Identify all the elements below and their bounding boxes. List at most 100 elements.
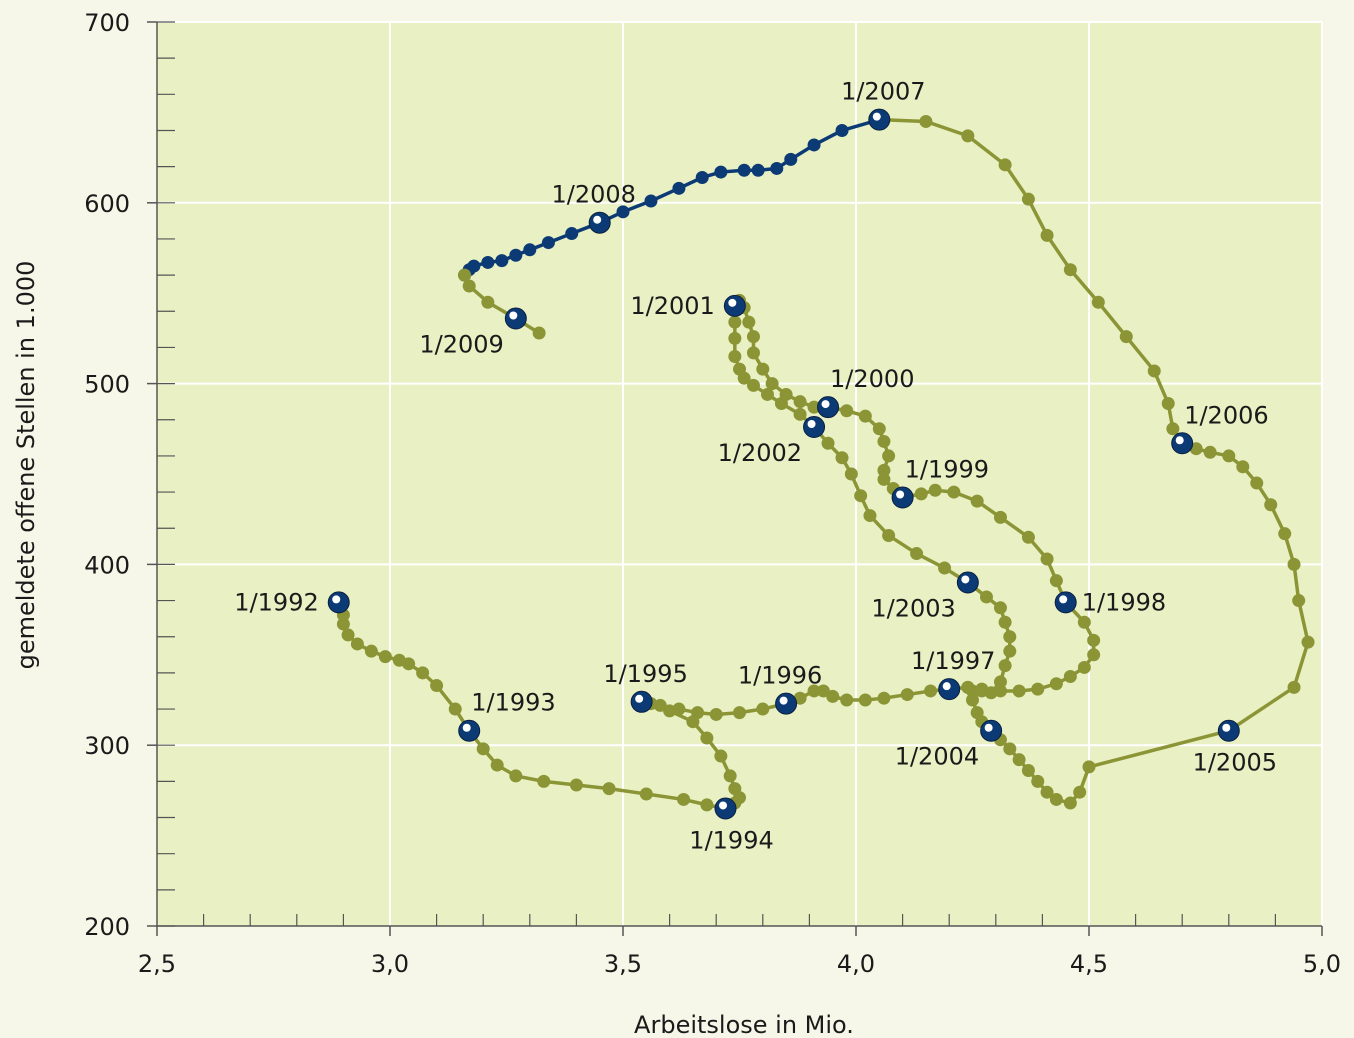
- y-tick-label: 600: [84, 190, 130, 218]
- data-point: [476, 742, 490, 756]
- data-point: [1073, 785, 1087, 799]
- data-point: [826, 689, 840, 703]
- x-axis-title: Arbeitslose in Mio.: [634, 1011, 854, 1038]
- data-point: [691, 706, 705, 720]
- year-marker-highlight: [462, 723, 471, 732]
- marker-label: 1/2002: [718, 439, 802, 467]
- data-point: [858, 409, 872, 423]
- data-point: [1278, 527, 1292, 541]
- marker-label: 1/2006: [1184, 401, 1268, 429]
- data-point: [639, 787, 653, 801]
- data-point: [714, 749, 728, 763]
- y-tick-label: 200: [84, 913, 130, 941]
- data-point: [742, 315, 756, 329]
- data-point: [714, 165, 728, 179]
- data-point: [1161, 396, 1175, 410]
- data-point: [1250, 476, 1264, 490]
- data-point: [882, 449, 896, 463]
- year-marker-highlight: [509, 311, 518, 320]
- data-point: [938, 561, 952, 575]
- data-point: [961, 129, 975, 143]
- data-point: [993, 601, 1007, 615]
- data-point: [448, 702, 462, 716]
- marker-label: 1/2004: [895, 743, 979, 771]
- marker-label: 1/2003: [871, 594, 955, 622]
- data-point: [532, 326, 546, 340]
- data-point: [1087, 648, 1101, 662]
- data-point: [993, 675, 1007, 689]
- data-point: [1147, 364, 1161, 378]
- data-point: [430, 679, 444, 693]
- marker-label: 1/2001: [630, 292, 714, 320]
- year-marker-highlight: [896, 490, 905, 499]
- data-point: [840, 693, 854, 707]
- year-marker-highlight: [807, 419, 816, 428]
- data-point: [565, 227, 579, 241]
- data-point: [1063, 796, 1077, 810]
- data-point: [975, 684, 989, 698]
- year-marker-highlight: [984, 723, 993, 732]
- data-point: [1049, 574, 1063, 588]
- x-tick-label: 4,5: [1070, 950, 1108, 978]
- marker-label: 1/2009: [419, 331, 503, 359]
- marker-label: 1/1993: [471, 689, 555, 717]
- data-point: [970, 494, 984, 508]
- series-line-1: [462, 117, 882, 277]
- data-point: [416, 666, 430, 680]
- data-point: [1166, 422, 1180, 436]
- data-point: [1040, 785, 1054, 799]
- data-point: [900, 688, 914, 702]
- data-point: [821, 436, 835, 450]
- data-point: [770, 161, 784, 175]
- data-point: [1003, 742, 1017, 756]
- year-marker-highlight: [719, 801, 728, 810]
- data-point: [1301, 635, 1315, 649]
- data-point: [807, 400, 821, 414]
- year-marker-highlight: [728, 298, 737, 307]
- data-point: [653, 698, 667, 712]
- x-tick-label: 3,5: [604, 950, 642, 978]
- year-marker-highlight: [635, 694, 644, 703]
- y-axis-title: gemeldete offene Stellen in 1.000: [12, 261, 40, 670]
- data-point: [961, 680, 975, 694]
- data-point: [700, 798, 714, 812]
- data-point: [928, 483, 942, 497]
- data-point: [1077, 615, 1091, 629]
- data-point: [882, 528, 896, 542]
- data-point: [672, 181, 686, 195]
- year-marker-highlight: [593, 215, 602, 224]
- data-point: [350, 637, 364, 651]
- data-point: [1236, 460, 1250, 474]
- year-marker-highlight: [821, 400, 830, 409]
- data-point: [765, 377, 779, 391]
- data-point: [746, 378, 760, 392]
- data-point: [458, 268, 472, 282]
- data-point: [1292, 594, 1306, 608]
- y-tick-label: 500: [84, 371, 130, 399]
- year-marker-highlight: [332, 595, 341, 604]
- data-point: [1021, 530, 1035, 544]
- data-point: [1063, 263, 1077, 277]
- data-point: [728, 331, 742, 345]
- data-point: [378, 650, 392, 664]
- data-point: [1091, 295, 1105, 309]
- marker-label: 1/2005: [1193, 749, 1277, 777]
- year-marker-highlight: [1175, 436, 1184, 445]
- data-point: [858, 693, 872, 707]
- data-point: [751, 163, 765, 177]
- marker-label: 1/2007: [841, 78, 925, 106]
- grid: [157, 21, 1323, 926]
- data-point: [877, 691, 891, 705]
- data-point: [1222, 449, 1236, 463]
- data-point: [1287, 680, 1301, 694]
- data-point: [723, 769, 737, 783]
- data-point: [840, 404, 854, 418]
- data-point: [1040, 552, 1054, 566]
- data-point: [728, 315, 742, 329]
- x-tick-label: 3,0: [371, 950, 409, 978]
- data-point: [541, 236, 555, 250]
- data-point: [914, 487, 928, 501]
- data-point: [1003, 644, 1017, 658]
